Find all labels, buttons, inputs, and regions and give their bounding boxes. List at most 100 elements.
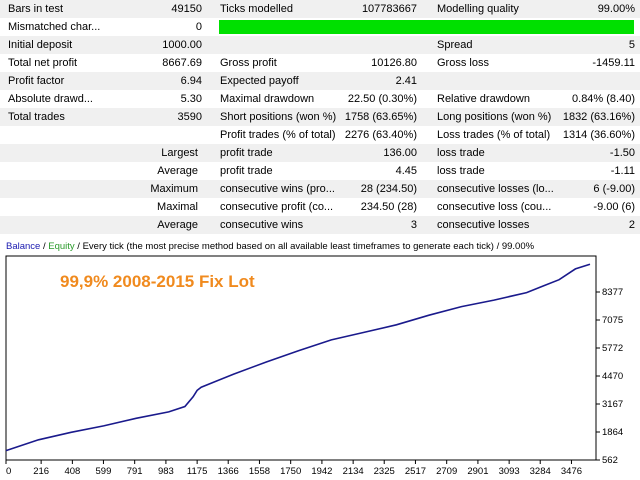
legend-separator: / [40, 241, 49, 252]
y-tick-label: 5772 [602, 343, 623, 354]
x-tick-label: 599 [96, 466, 112, 477]
chart-header: Balance / Equity / Every tick (the most … [6, 240, 606, 254]
report-value: 6 (-9.00) [593, 183, 635, 195]
report-row-label: Average [157, 165, 198, 177]
report-value: 3590 [177, 111, 202, 123]
report-label: Ticks modelled [220, 3, 293, 15]
report-row: Average profit trade 4.45 loss trade -1.11 [0, 162, 640, 180]
report-label: Short positions (won %) [220, 111, 337, 123]
report-value: 0.84% (8.40) [572, 93, 635, 105]
x-tick-label: 2325 [374, 466, 395, 477]
chart-plot: 562 1864 3167 4470 5772 7075 8377 0 216 408 599 791… [5, 255, 623, 477]
x-tick-label: 1942 [311, 466, 332, 477]
report-row: Maximum consecutive wins (pro... 28 (234.5… [0, 180, 640, 198]
report-label: Expected payoff [220, 75, 299, 87]
report-value: 99.00% [597, 3, 635, 15]
legend-balance: Balance [6, 241, 41, 252]
report-row: Initial deposit 1000.00 Spread 5 [0, 36, 640, 54]
report-row-label: Maximum [150, 183, 198, 195]
x-tick-label: 0 [6, 466, 11, 477]
report-value: 5.30 [180, 93, 202, 105]
report-label: consecutive loss (cou... [437, 201, 552, 213]
report-row-label: Maximal [157, 201, 198, 213]
report-label: Initial deposit [8, 39, 73, 51]
report-label: Profit trades (% of total) [220, 129, 336, 141]
report-value: -1.50 [609, 147, 635, 159]
report-value: 5 [628, 39, 635, 51]
report-row: Profit factor 6.94 Expected payoff 2.41 [0, 72, 640, 90]
y-tick-label: 7075 [602, 315, 623, 326]
report-label: Mismatched char... [8, 21, 101, 33]
report-label: Total trades [8, 111, 65, 123]
report-row: Total trades 3590 Short positions (won %) 1… [0, 108, 640, 126]
report-value: -1459.11 [592, 57, 635, 69]
report-value: -9.00 (6) [593, 201, 635, 213]
balance-series-line [5, 263, 591, 452]
report-value [314, 36, 417, 54]
report-label: Total net profit [8, 57, 78, 69]
y-tick-label: 562 [602, 455, 618, 466]
report-value [110, 126, 202, 144]
report-row: Average consecutive wins 3 consecutive loss… [0, 216, 640, 234]
report-value: 234.50 (28) [360, 201, 417, 213]
report-label: consecutive wins (pro... [220, 183, 335, 195]
y-tick-label: 3167 [602, 399, 623, 410]
report-value [528, 72, 635, 90]
x-tick-label: 1366 [218, 466, 239, 477]
x-tick-label: 3284 [530, 466, 551, 477]
legend-equity: Equity [48, 241, 75, 252]
x-tick-label: 791 [127, 466, 143, 477]
chart-header-info: / Every tick (the most precise method ba… [74, 241, 535, 252]
report-value: 22.50 (0.30%) [347, 93, 417, 105]
x-tick-label: 1750 [280, 466, 301, 477]
report-value: 2276 (63.40%) [344, 129, 417, 141]
report-row: Maximal consecutive profit (co... 234.50 (… [0, 198, 640, 216]
report-label: Gross loss [437, 57, 489, 69]
report-value: 107783667 [361, 3, 417, 15]
x-tick-label: 2517 [405, 466, 426, 477]
report-value: 2.41 [395, 75, 417, 87]
x-tick-label: 2709 [436, 466, 457, 477]
report-row-label: Largest [161, 147, 198, 159]
report-value: 1314 (36.60%) [562, 129, 635, 141]
report-label: Profit factor [8, 75, 65, 87]
report-label: Loss trades (% of total) [437, 129, 551, 141]
report-value: 10126.80 [371, 57, 417, 69]
report-label [8, 126, 110, 144]
report-row: Mismatched char... 0 [0, 18, 640, 36]
report-label: loss trade [437, 165, 485, 177]
x-tick-label: 3093 [499, 466, 520, 477]
report-label: consecutive wins [220, 219, 304, 231]
report-row: Total net profit 8667.69 Gross profit 10126… [0, 54, 640, 72]
report-value: 28 (234.50) [360, 183, 417, 195]
report-value: 8667.69 [162, 57, 202, 69]
plot-frame [5, 255, 597, 461]
x-tick-label: 2134 [343, 466, 364, 477]
y-tick-label: 4470 [602, 371, 623, 382]
report-label: Gross profit [220, 57, 277, 69]
report-label: consecutive losses [437, 219, 530, 231]
x-tick-label: 983 [158, 466, 174, 477]
report-label: Bars in test [8, 3, 64, 15]
report-label: profit trade [220, 165, 273, 177]
report-row: Largest profit trade 136.00 loss trade -1.50 [0, 144, 640, 162]
report-row-label: Average [157, 219, 198, 231]
report-value: 49150 [171, 3, 202, 15]
report-label: Absolute drawd... [8, 93, 93, 105]
x-tick-label: 3476 [561, 466, 582, 477]
report-row: Profit trades (% of total) 2276 (63.40%) L… [0, 126, 640, 144]
report-value: 1758 (63.65%) [344, 111, 417, 123]
modelling-quality-bar [219, 20, 634, 34]
report-value: -1.11 [610, 165, 635, 177]
chart-title: 99,9% 2008-2015 Fix Lot [60, 272, 255, 291]
report-row: Absolute drawd... 5.30 Maximal drawdown 22.… [0, 90, 640, 108]
report-label: Spread [437, 39, 473, 51]
report-label: Modelling quality [437, 3, 519, 15]
x-tick-label: 2901 [467, 466, 488, 477]
balance-chart: Balance / Equity / Every tick (the most … [0, 236, 640, 480]
report-value: 1000.00 [162, 39, 202, 51]
report-label: consecutive losses (lo... [437, 183, 554, 195]
report-value: 4.45 [395, 165, 417, 177]
report-value: 1832 (63.16%) [562, 111, 635, 123]
report-label: Long positions (won %) [437, 111, 552, 123]
